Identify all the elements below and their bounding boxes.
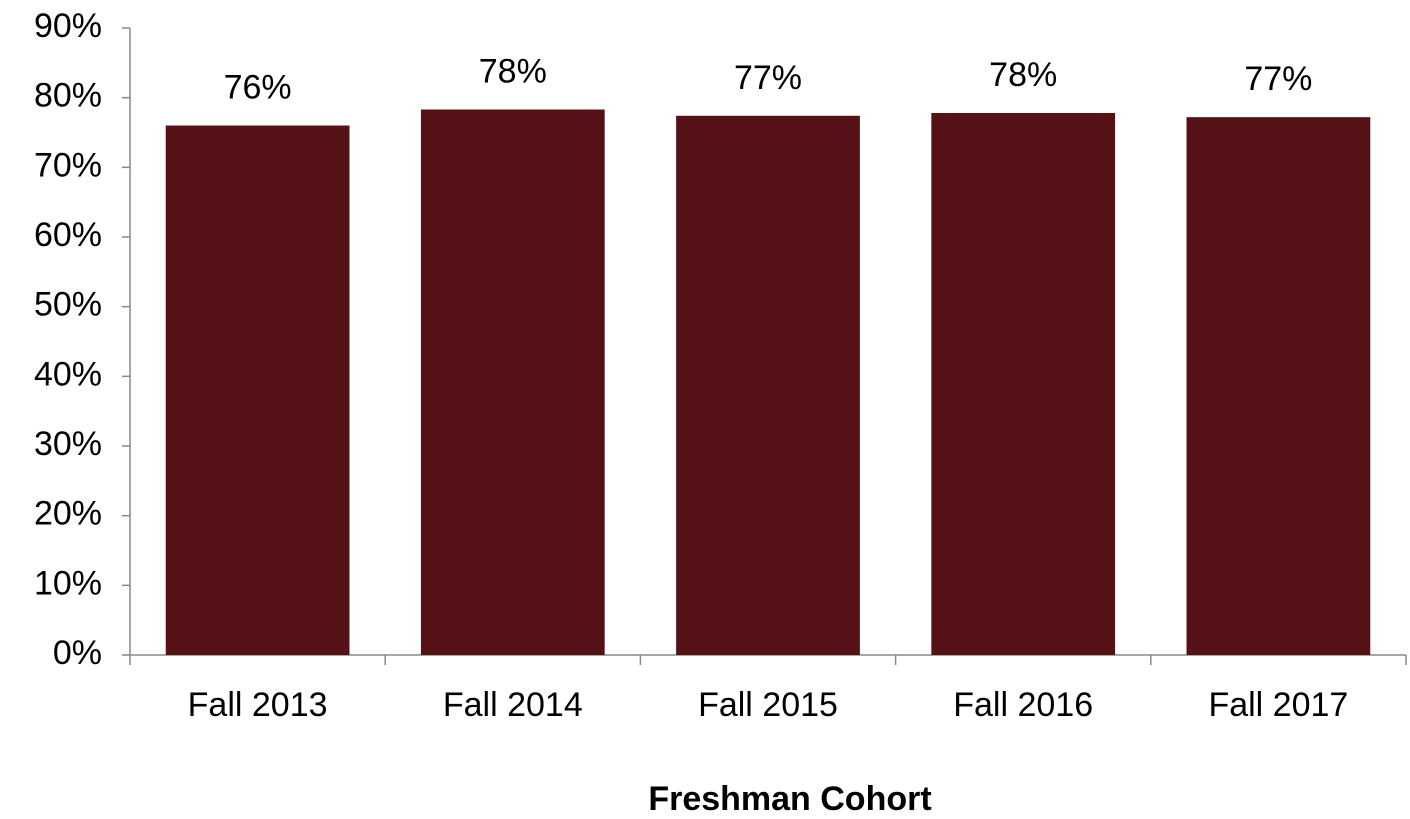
y-tick-label: 50% bbox=[34, 286, 102, 324]
bar bbox=[1186, 117, 1371, 655]
value-label: 78% bbox=[989, 56, 1057, 94]
x-tick-label: Fall 2013 bbox=[188, 686, 328, 724]
y-tick-label: 70% bbox=[34, 146, 102, 184]
y-tick-label: 80% bbox=[34, 77, 102, 115]
y-tick-label: 40% bbox=[34, 355, 102, 393]
y-tick-label: 20% bbox=[34, 495, 102, 533]
bar bbox=[420, 109, 605, 655]
bar bbox=[165, 125, 350, 656]
x-tick-label: Fall 2015 bbox=[698, 686, 838, 724]
value-label: 78% bbox=[479, 52, 547, 90]
x-axis-title: Freshman Cohort bbox=[648, 780, 931, 818]
value-label: 76% bbox=[224, 69, 292, 107]
bar bbox=[676, 115, 860, 655]
y-tick-label: 60% bbox=[34, 216, 102, 254]
x-tick-label: Fall 2016 bbox=[953, 686, 1093, 724]
x-tick-label: Fall 2014 bbox=[443, 686, 583, 724]
y-tick-label: 0% bbox=[53, 634, 102, 672]
y-tick-label: 90% bbox=[34, 7, 102, 45]
y-tick-label: 30% bbox=[34, 425, 102, 463]
value-label: 77% bbox=[1244, 60, 1312, 98]
y-tick-label: 10% bbox=[34, 564, 102, 602]
value-label: 77% bbox=[734, 59, 802, 97]
bar bbox=[931, 112, 1116, 655]
x-tick-label: Fall 2017 bbox=[1208, 686, 1348, 724]
